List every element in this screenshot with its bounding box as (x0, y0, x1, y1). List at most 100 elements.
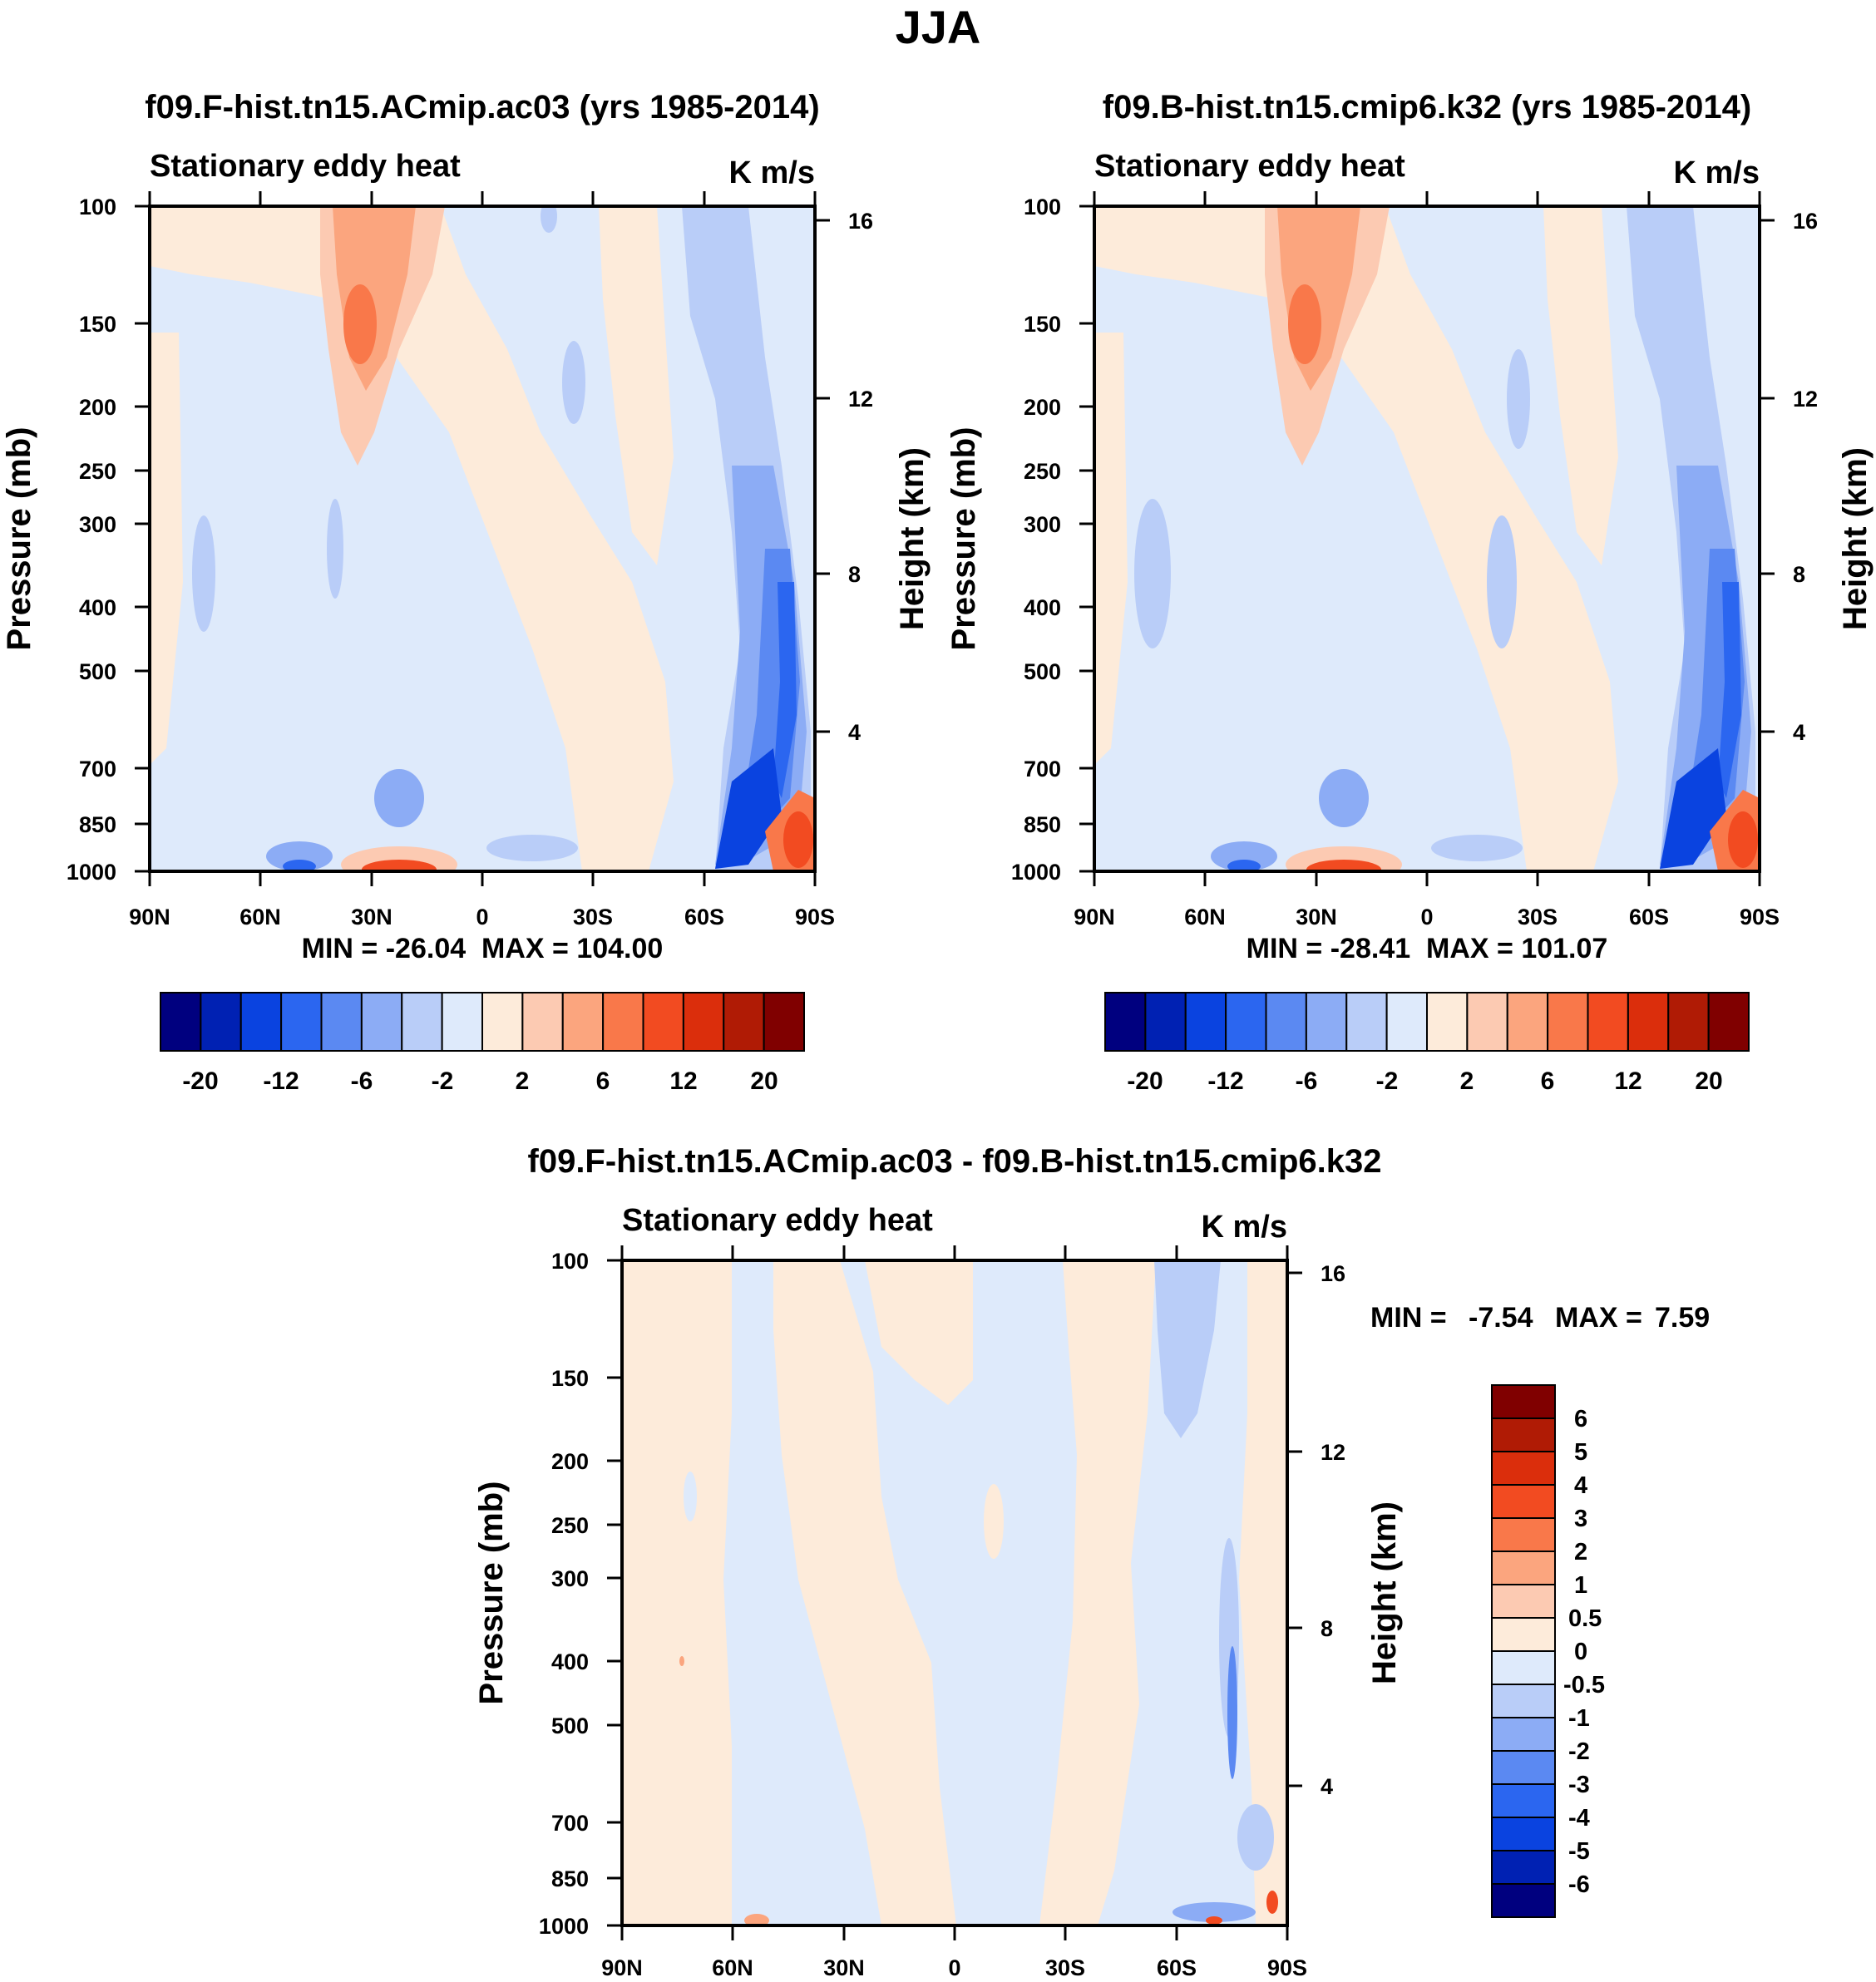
colorbar-swatch (1491, 1617, 1556, 1652)
panel-c-ytick-label: 200 (551, 1449, 589, 1474)
panel-a: f09.F-hist.tn15.ACmip.ac03 (yrs 1985-201… (1, 89, 931, 1095)
colorbar-swatch (1144, 992, 1187, 1052)
panel-a-colorbar-label: 2 (516, 1067, 530, 1095)
panel-a-stats: MIN = -26.04 MAX = 104.00 (302, 933, 664, 964)
panel-a-y2label: Height (km) (894, 447, 931, 630)
colorbar-swatch (401, 992, 443, 1052)
colorbar-swatch (1491, 1717, 1556, 1752)
panel-a-xtick-label: 60N (239, 905, 281, 929)
panel-a-ytick-label: 100 (79, 195, 116, 219)
colorbar-swatch (320, 992, 363, 1052)
panel-c-xticks (620, 1245, 1289, 1940)
panel-c-ytick-label: 100 (551, 1249, 589, 1274)
colorbar-swatch (1184, 992, 1227, 1052)
panel-a-subtitle-left: Stationary eddy heat (150, 149, 461, 184)
panel-b-ytick-label: 200 (1024, 395, 1061, 420)
colorbar-swatch (1491, 1783, 1556, 1818)
panel-b-xtick-label: 90S (1740, 905, 1780, 929)
panel-c-colorbar-label: 0.5 (1568, 1605, 1602, 1632)
panel-b-xtick-label: 90N (1074, 905, 1115, 929)
colorbar-swatch (1225, 992, 1267, 1052)
panel-b-xtick-label: 0 (1420, 905, 1433, 929)
panel-c-colorbar-label: 3 (1574, 1506, 1587, 1532)
panel-b-xticks (1093, 191, 1761, 886)
panel-c-xtick-label: 30N (823, 1955, 865, 1980)
panel-c-ytick-label: 1000 (539, 1914, 589, 1939)
panel-b-colorbar-label: 2 (1460, 1067, 1474, 1095)
panel-a-ytick-label: 1000 (67, 860, 116, 885)
panel-a-ytick-label: 850 (79, 812, 116, 837)
panel-c-xtick-label: 90N (601, 1955, 643, 1980)
panel-b-colorbar-label: -20 (1127, 1067, 1163, 1095)
panel-c-stats-min-value: -7.54 (1469, 1302, 1533, 1334)
panel-a-ytick-label: 300 (79, 512, 116, 537)
panel-c-title: f09.F-hist.tn15.ACmip.ac03 - f09.B-hist.… (528, 1143, 1382, 1180)
panel-b-ytick-label: 100 (1024, 195, 1061, 219)
panel-c-ytick-label: 150 (551, 1366, 589, 1391)
panel-a-ylabel: Pressure (mb) (1, 427, 37, 651)
panel-c-y2tick-label: 4 (1321, 1774, 1333, 1799)
panel-a-colorbar-label: 6 (596, 1067, 610, 1095)
colorbar-swatch (1491, 1451, 1556, 1486)
panel-b-ytick-label: 700 (1024, 757, 1061, 781)
panel-c-ytick-label: 250 (551, 1513, 589, 1538)
colorbar-swatch (1491, 1883, 1556, 1918)
panel-a-title: f09.F-hist.tn15.ACmip.ac03 (yrs 1985-201… (145, 89, 819, 126)
panel-b-colorbar-label: 12 (1614, 1067, 1642, 1095)
colorbar-swatch (200, 992, 242, 1052)
panel-c-colorbar-label: -5 (1568, 1838, 1590, 1865)
panel-c-stats-min-label: MIN = (1370, 1302, 1447, 1334)
panel-c-ytick-label: 850 (551, 1866, 589, 1891)
panel-a-y2tick-label: 16 (848, 209, 873, 234)
panel-a-colorbar-label: -6 (351, 1067, 373, 1095)
panel-a-ytick-label: 250 (79, 459, 116, 484)
colorbar-swatch (1707, 992, 1750, 1052)
colorbar-swatch (1491, 1750, 1556, 1785)
colorbar-swatch (1491, 1517, 1556, 1552)
panel-a-xticks (148, 191, 817, 886)
panel-b-y2tick-label: 8 (1793, 562, 1805, 587)
panel-a-ytick-label: 500 (79, 659, 116, 684)
panel-c-subtitle-left: Stationary eddy heat (622, 1203, 933, 1238)
colorbar-swatch (642, 992, 684, 1052)
panel-c-y2tick-label: 8 (1321, 1616, 1333, 1641)
panel-c-ytick-label: 300 (551, 1566, 589, 1591)
colorbar-swatch (1491, 1584, 1556, 1619)
panel-c-colorbar-label: 0 (1574, 1639, 1587, 1665)
panel-c-xtick-label: 0 (948, 1955, 960, 1980)
colorbar-swatch (160, 992, 202, 1052)
panel-b-yticks (1079, 205, 1775, 873)
panel-c-ytick-label: 400 (551, 1649, 589, 1674)
colorbar-swatch (1547, 992, 1589, 1052)
panel-c: f09.F-hist.tn15.ACmip.ac03 - f09.B-hist.… (473, 1143, 1710, 1980)
panel-b-ytick-label: 850 (1024, 812, 1061, 837)
panel-b-ytick-label: 500 (1024, 659, 1061, 684)
panel-b: f09.B-hist.tn15.cmip6.k32 (yrs 1985-2014… (945, 89, 1874, 1095)
colorbar-swatch (602, 992, 644, 1052)
colorbar-swatch (1426, 992, 1469, 1052)
panel-b-colorbar-label: 20 (1695, 1067, 1722, 1095)
panel-a-y2tick-label: 4 (848, 720, 861, 745)
panel-a-xtick-label: 30N (351, 905, 392, 929)
colorbar-swatch (1466, 992, 1508, 1052)
panel-a-contour-field (150, 206, 815, 871)
panel-a-y2tick-label: 12 (848, 387, 873, 412)
panel-a-colorbar-label: -12 (263, 1067, 299, 1095)
panel-a-xtick-label: 0 (476, 905, 488, 929)
panel-c-colorbar-label: -2 (1568, 1738, 1590, 1765)
colorbar-swatch (1506, 992, 1549, 1052)
panel-a-xtick-label: 90N (129, 905, 170, 929)
panel-c-xtick-label: 60N (712, 1955, 753, 1980)
colorbar-swatch (521, 992, 564, 1052)
panel-c-colorbar-label: 1 (1574, 1572, 1587, 1599)
colorbar-swatch (1491, 1650, 1556, 1685)
panel-c-colorbar-label: -6 (1568, 1871, 1590, 1898)
figure-title: JJA (896, 1, 981, 53)
panel-a-colorbar (160, 992, 805, 1052)
panel-c-y2tick-label: 12 (1321, 1440, 1345, 1465)
colorbar-swatch (280, 992, 323, 1052)
panel-c-units: K m/s (1202, 1210, 1287, 1245)
panel-c-y2label: Height (km) (1366, 1501, 1403, 1684)
panel-c-ytick-label: 500 (551, 1713, 589, 1738)
panel-b-colorbar (1104, 992, 1750, 1052)
